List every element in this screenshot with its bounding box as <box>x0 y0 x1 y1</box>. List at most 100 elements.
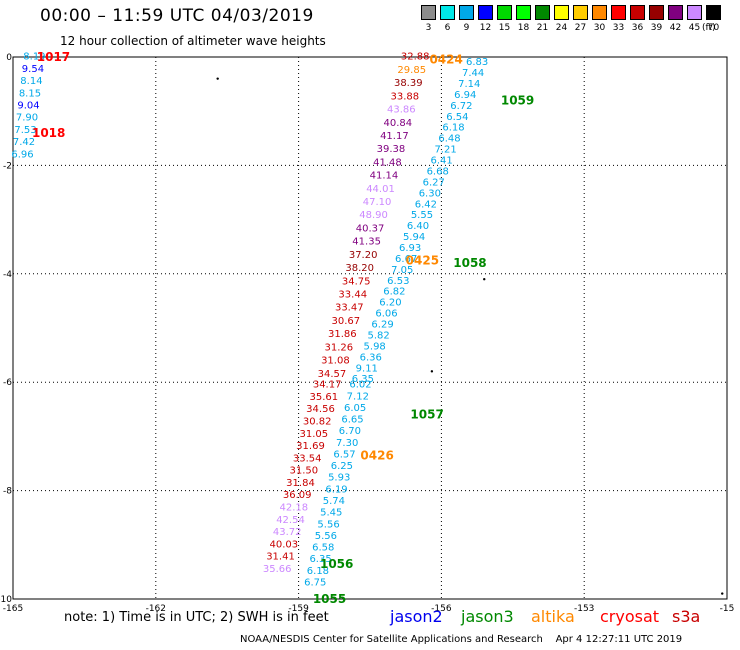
swh-value: 6.35 <box>309 554 331 565</box>
track-time-label: 1056 <box>320 557 353 571</box>
scale-swatch <box>649 5 664 20</box>
swh-value: 7.44 <box>462 68 484 79</box>
swh-value: 47.10 <box>363 197 392 208</box>
swh-value: 6.48 <box>438 134 460 145</box>
scale-swatch <box>630 5 645 20</box>
scale-label: 15 <box>498 23 511 33</box>
swh-value: 6.41 <box>431 156 453 167</box>
scale-label: 12 <box>479 23 492 33</box>
swh-value: 8.15 <box>19 88 41 99</box>
swh-value: 6.54 <box>446 112 468 123</box>
swh-value: 39.38 <box>377 144 406 155</box>
swh-value: 7.90 <box>16 113 38 124</box>
swh-value: 6.58 <box>312 543 334 554</box>
y-tick-label: -6 <box>3 378 12 388</box>
swh-value: 6.42 <box>415 199 437 210</box>
legend-jason3: jason3 <box>461 607 514 626</box>
swh-value: 32.88 <box>401 52 430 63</box>
swh-value: 8.14 <box>20 76 42 87</box>
scale-unit: (ft) <box>702 23 716 33</box>
swh-value: 43.86 <box>387 105 416 116</box>
scale-swatch <box>592 5 607 20</box>
swh-value: 38.39 <box>394 78 423 89</box>
x-tick-label: -153 <box>574 604 594 614</box>
scale-label: 9 <box>463 23 470 33</box>
scale-swatch <box>516 5 531 20</box>
swh-value: 41.48 <box>373 157 402 168</box>
scale-swatch <box>611 5 626 20</box>
swh-value: 9.54 <box>22 64 44 75</box>
swh-value: 30.67 <box>331 316 360 327</box>
x-tick-label: -156 <box>431 604 452 614</box>
swh-value: 31.84 <box>286 478 315 489</box>
x-tick-label: -15 <box>720 604 735 614</box>
swh-value: 5.74 <box>323 496 345 507</box>
legend-altika: altika <box>531 607 575 626</box>
swh-value: 6.93 <box>399 243 421 254</box>
swh-value: 30.82 <box>303 416 332 427</box>
scale-label: 30 <box>593 23 606 33</box>
swh-value: 6.19 <box>325 484 347 495</box>
swh-value: 48.90 <box>359 210 388 221</box>
swh-value: 35.61 <box>310 392 339 403</box>
swh-value: 8.19 <box>23 52 45 63</box>
swh-value: 5.55 <box>411 210 433 221</box>
scale-label: 33 <box>612 23 625 33</box>
swh-value: 5.94 <box>403 232 425 243</box>
swh-value: 31.41 <box>266 552 295 563</box>
track-time-label: 1059 <box>501 93 534 107</box>
swh-value: 29.85 <box>397 65 426 76</box>
scale-swatch <box>421 5 436 20</box>
scale-swatch <box>535 5 550 20</box>
track-time-label: 0424 <box>429 53 462 67</box>
swh-value: 6.57 <box>333 449 355 460</box>
swh-value: 6.30 <box>419 188 441 199</box>
island-dot <box>721 592 724 595</box>
swh-value: 44.01 <box>366 184 395 195</box>
legend-cryosat: cryosat <box>600 607 660 626</box>
legend-s3a: s3a <box>672 607 701 626</box>
swh-value: 6.27 <box>423 177 445 188</box>
swh-value: 7.12 <box>347 391 369 402</box>
swh-value: 6.18 <box>442 123 464 134</box>
scale-swatch <box>497 5 512 20</box>
x-tick-label: -159 <box>288 604 309 614</box>
track-time-label: 1057 <box>410 408 443 422</box>
footer-agency: NOAA/NESDIS Center for Satellite Applica… <box>240 634 543 645</box>
scale-label: 24 <box>555 23 568 33</box>
swh-value: 6.05 <box>344 403 366 414</box>
swh-value: 6.29 <box>371 320 393 331</box>
swh-value: 34.56 <box>306 404 335 415</box>
note-text: note: 1) Time is in UTC; 2) SWH is in fe… <box>64 610 329 625</box>
page-title: 00:00 – 11:59 UTC 04/03/2019 <box>40 6 314 26</box>
scale-label: 42 <box>669 23 682 33</box>
swh-value: 33.44 <box>338 290 367 301</box>
scale-swatch <box>554 5 569 20</box>
swh-value: 5.93 <box>328 473 350 484</box>
swh-value: 6.72 <box>450 101 472 112</box>
swh-value: 5.98 <box>364 341 386 352</box>
y-tick-label: 0 <box>6 53 12 63</box>
swh-value: 6.82 <box>383 287 405 298</box>
x-tick-label: -165 <box>3 604 23 614</box>
swh-value: 36.09 <box>283 490 312 501</box>
swh-value: 7.42 <box>13 137 35 148</box>
track-time-label: 1055 <box>313 592 346 606</box>
swh-value: 33.88 <box>390 91 419 102</box>
swh-value: 9.04 <box>17 100 39 111</box>
scale-swatch <box>668 5 683 20</box>
swh-value: 31.69 <box>296 441 325 452</box>
scale-label: 36 <box>631 23 644 33</box>
swh-value: 6.83 <box>466 57 488 68</box>
swh-value: 41.14 <box>370 171 399 182</box>
scale-label: 3 <box>425 23 432 33</box>
swh-value: 40.03 <box>270 539 299 550</box>
swh-value: 7.21 <box>434 145 456 156</box>
track-time-label: 0425 <box>406 253 439 267</box>
swh-value: 5.56 <box>315 531 337 542</box>
swh-value: 7.30 <box>336 438 358 449</box>
island-dot <box>483 278 486 281</box>
swh-value: 6.96 <box>11 149 33 160</box>
swh-value: 6.02 <box>349 380 371 391</box>
